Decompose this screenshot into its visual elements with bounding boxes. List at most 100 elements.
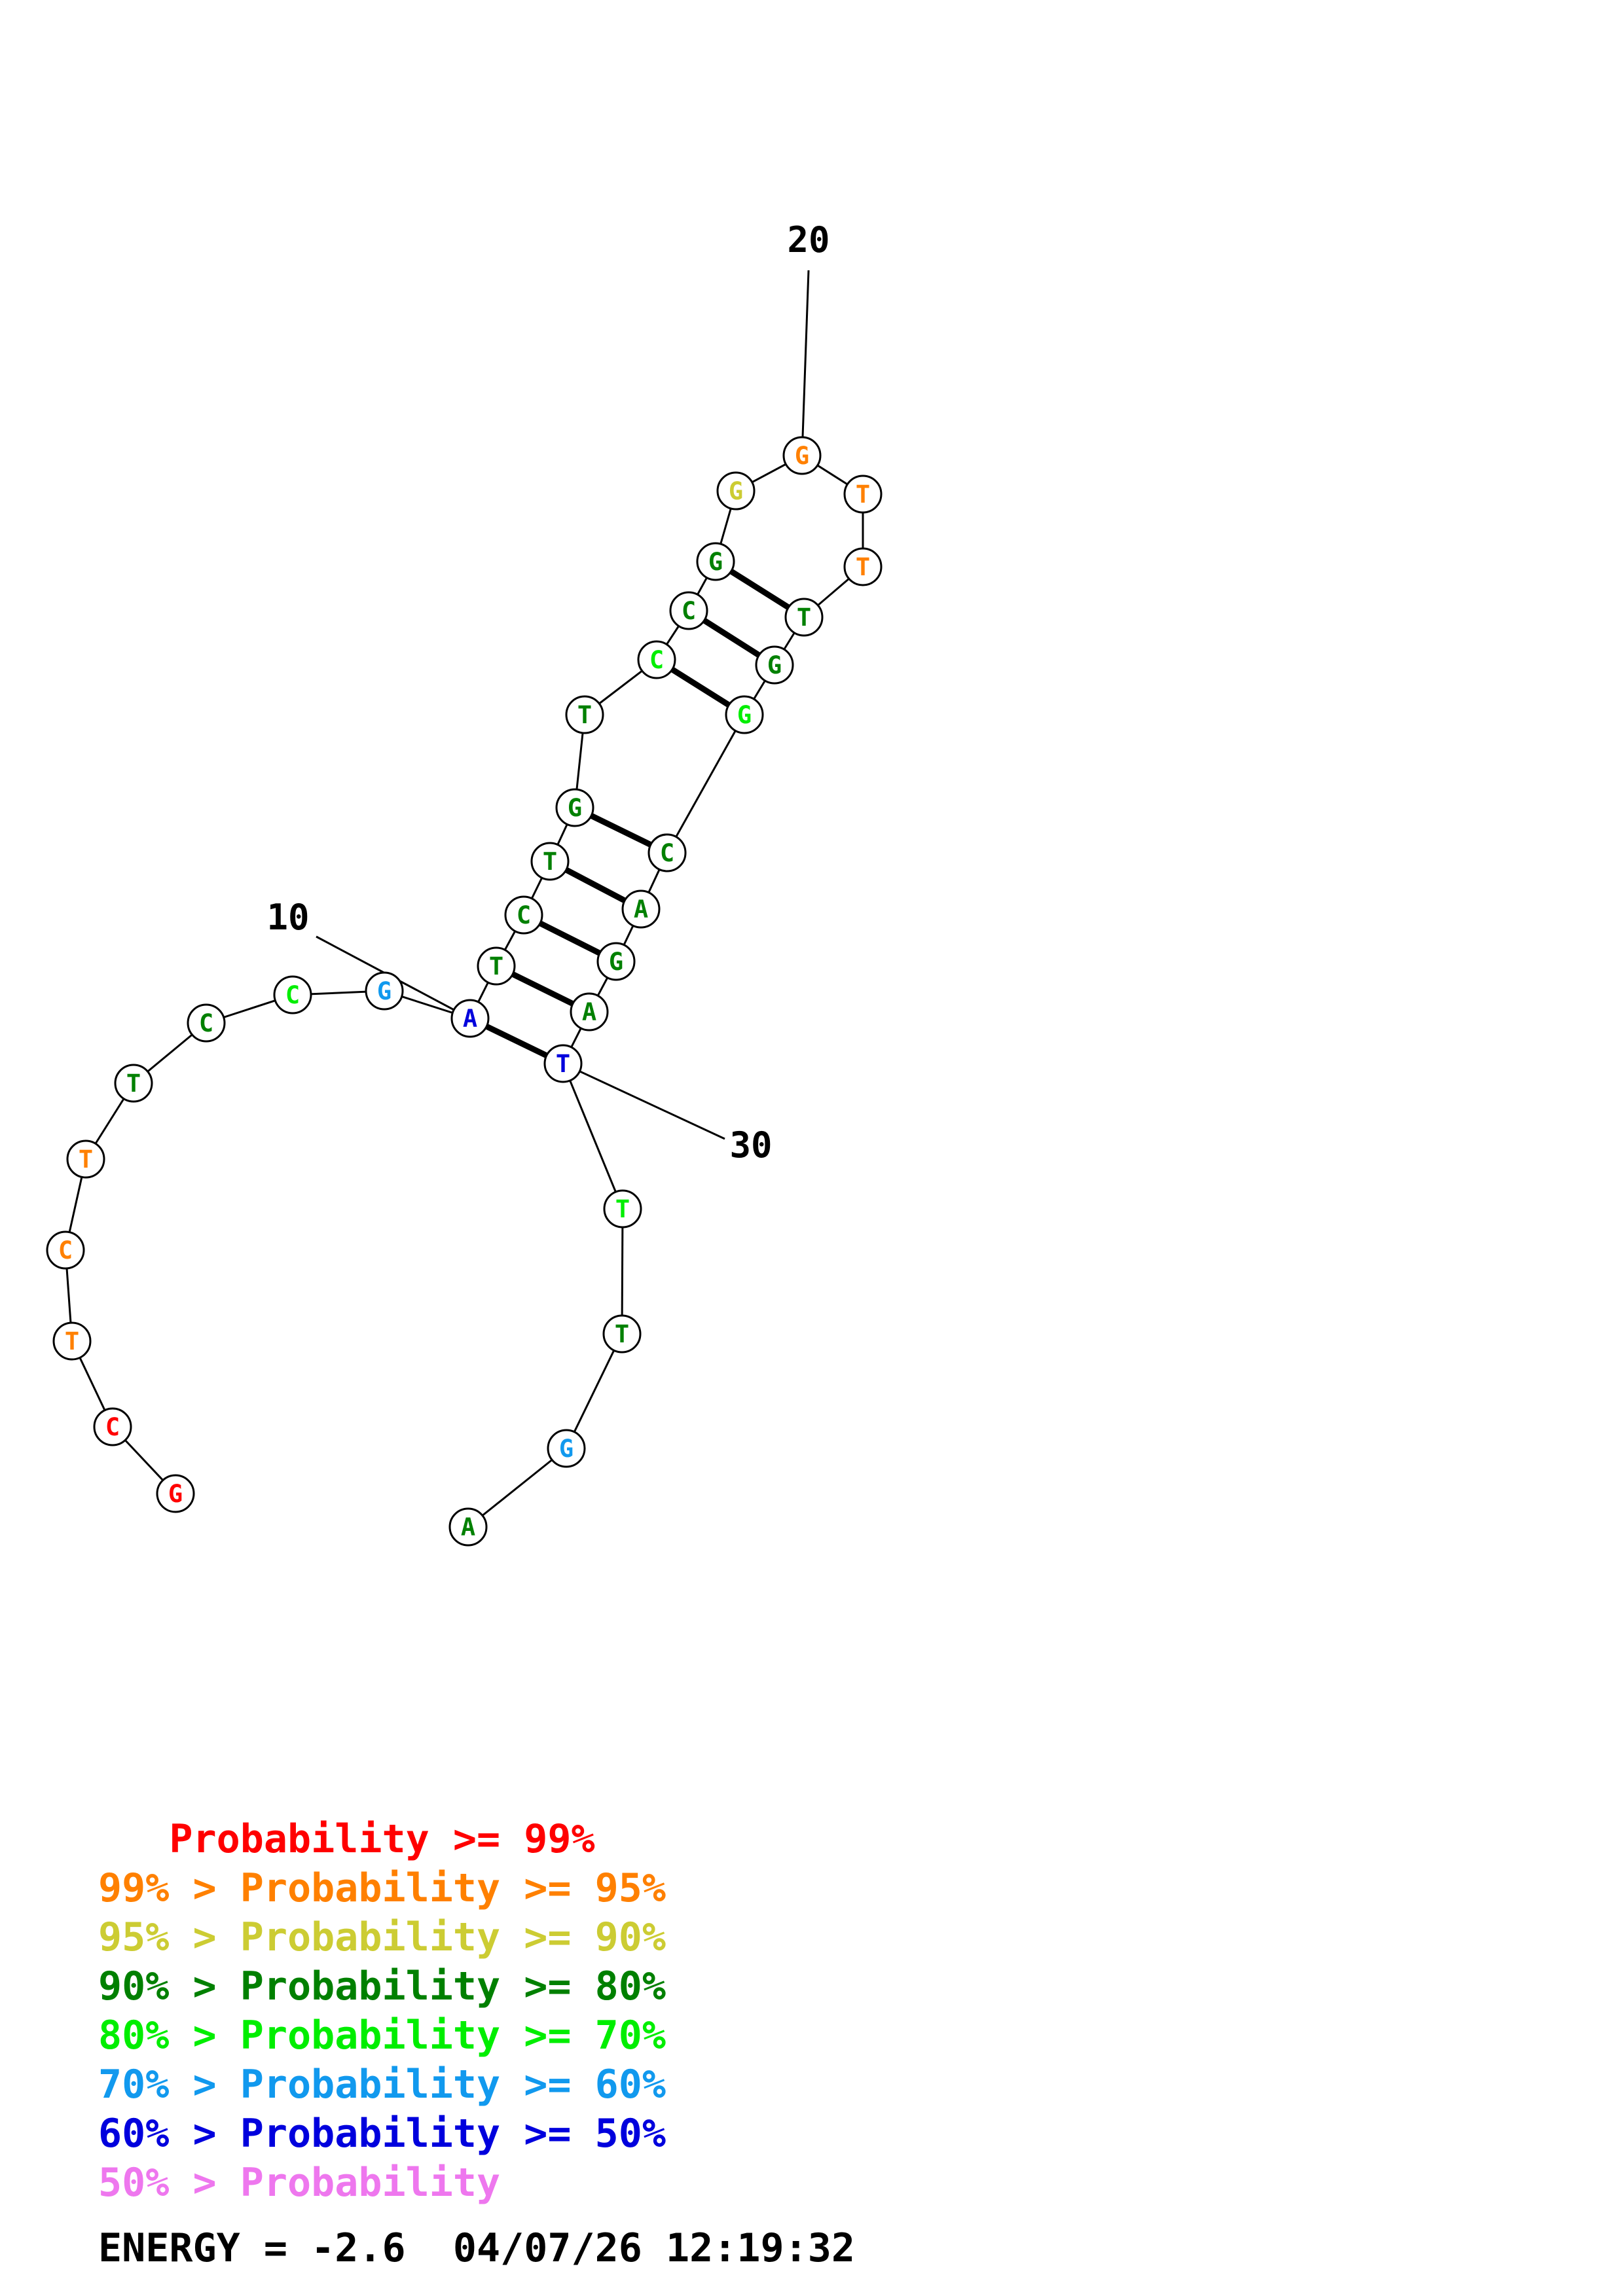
nucleotide-circle [530,842,570,881]
nucleotide-circle [547,1429,586,1468]
nucleotide-circle [66,1139,105,1179]
legend-text: Probability >= 90% [240,1914,666,1960]
nucleotide-circle [565,695,604,734]
legend-prefix: 80% > [98,2013,240,2058]
nucleotide-13: T [530,842,570,881]
nucleotide-circle [52,1321,92,1361]
base-pair-bond [538,920,602,956]
backbone-segment [666,714,746,853]
nucleotide-base: T [615,1320,629,1348]
nucleotide-circle [602,1314,642,1354]
nucleotide-base: T [797,603,811,632]
position-label-20: 20 [787,219,830,260]
nucleotide-base: G [559,1435,574,1463]
nucleotide-base: C [199,1009,213,1037]
timestamp: 04/07/26 12:19:32 [452,2225,855,2271]
nucleotide-base: T [615,1195,630,1223]
nucleotide-base: G [767,651,782,679]
nucleotide-base: G [609,948,623,976]
nucleotide-circle [448,1507,488,1547]
legend-text: Probability >= 70% [240,2013,666,2058]
legend-prefix: 99% > [98,1865,240,1911]
nucleotide-base: C [285,981,300,1009]
nucleotide-base: G [737,701,752,729]
backbone-segment [565,1333,623,1449]
nucleotide-32: T [602,1314,642,1354]
position-tick [801,270,810,456]
base-pair-lines [485,569,790,1058]
energy-readout: ENERGY = -2.6 [98,2225,406,2271]
nucleotide-25: G [725,695,764,734]
nucleotide-20: G [782,436,822,475]
nucleotide-circle [450,999,490,1038]
nucleotide-base: A [463,1005,477,1033]
legend-text: Probability >= 99% [169,1816,595,1862]
nucleotide-circle [570,992,609,1031]
legend-row: 95% > Probability >= 90% [98,1914,666,1964]
nucleotide-base: G [568,794,582,822]
nucleotide-base: T [856,553,870,581]
nucleotide-8: C [273,975,312,1014]
nucleotide-23: T [784,598,824,637]
nucleotide-base: G [708,548,723,576]
footer: ENERGY = -2.6 04/07/26 12:19:32 [98,2225,855,2271]
nucleotide-circle [596,942,636,981]
nucleotide-circle [365,971,404,1011]
nucleotide-base: T [79,1145,93,1174]
nucleotide-circle [187,1003,226,1043]
nucleotide-5: T [66,1139,105,1179]
legend-text: Probability >= 80% [240,1964,666,2009]
nucleotide-1: G [156,1474,195,1513]
nucleotide-base: T [489,952,503,980]
nucleotide-4: C [46,1230,85,1270]
nucleotide-base: C [58,1236,73,1265]
nucleotide-3: T [52,1321,92,1361]
legend-row: 70% > Probability >= 60% [98,2062,666,2111]
nucleotide-base: G [729,477,743,505]
nucleotide-33: G [547,1429,586,1468]
legend-prefix: 50% > [98,2160,240,2206]
nucleotide-base: C [682,597,696,625]
nucleotide-circle [784,598,824,637]
nucleotide-circle [782,436,822,475]
nucleotide-base: C [105,1413,120,1441]
legend-text: Probability >= 95% [240,1865,666,1911]
nucleotide-base: G [168,1480,183,1508]
nucleotide-circle [843,547,883,586]
legend-text: Probability >= 50% [240,2111,666,2157]
nucleotide-circle [755,645,794,685]
nucleotide-9: G [365,971,404,1011]
nucleotide-circle [156,1474,195,1513]
legend-row: Probability >= 99% [98,1816,595,1865]
nucleotide-circle [273,975,312,1014]
legend-row: 99% > Probability >= 95% [98,1865,666,1914]
nucleotide-17: C [669,591,708,630]
base-pair-bond [511,971,574,1007]
nucleotide-circle [543,1044,583,1083]
nucleotide-circle [696,542,735,581]
nucleotide-base: G [377,977,392,1005]
nucleotide-31: T [603,1189,642,1229]
base-pair-bond [729,569,790,610]
legend-prefix: 90% > [98,1964,240,2009]
nucleotide-10: A [450,999,490,1038]
legend-text: Probability [240,2160,501,2206]
legend-row: 80% > Probability >= 70% [98,2013,666,2062]
legend-prefix: 70% > [98,2062,240,2108]
base-pair-bond [485,1024,548,1058]
nucleotide-base: G [795,442,809,470]
nucleotide-base: C [517,901,531,929]
nucleotide-base: T [856,480,870,509]
nucleotide-base: T [126,1069,141,1098]
nucleotide-circle [555,788,594,827]
legend-row: 60% > Probability >= 50% [98,2111,666,2160]
nucleotide-base: T [556,1050,570,1078]
nucleotide-circle [621,889,661,929]
backbone-lines [64,454,864,1528]
nucleotide-2: C [93,1407,132,1446]
nucleotide-circle [504,895,543,935]
nucleotide-base: A [582,998,596,1026]
nucleotide-circle [603,1189,642,1229]
position-tick [562,1062,725,1140]
